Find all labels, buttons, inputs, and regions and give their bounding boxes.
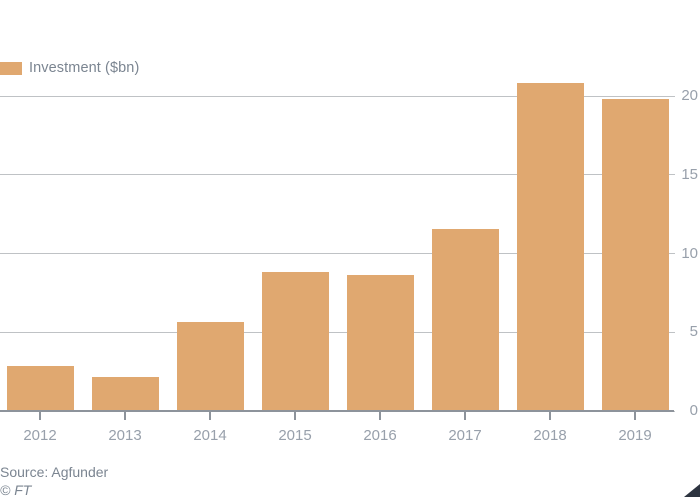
y-tick-20 xyxy=(668,95,675,97)
legend: Investment ($bn) xyxy=(0,59,139,77)
ft-corner-triangle-icon xyxy=(684,484,700,497)
bar-2019 xyxy=(601,98,669,411)
x-tick-label: 2013 xyxy=(108,427,142,444)
gridline-10 xyxy=(0,253,669,254)
x-tick-2019 xyxy=(634,411,636,420)
x-tick-label: 2016 xyxy=(363,427,397,444)
y-tick-label: 10 xyxy=(681,244,698,262)
x-tick-label: 2012 xyxy=(23,427,57,444)
gridline-15 xyxy=(0,174,669,176)
x-tick-label: 2014 xyxy=(193,427,227,444)
x-tick-label: 2015 xyxy=(278,427,312,444)
bar-2013 xyxy=(91,377,159,411)
bar-2012 xyxy=(6,366,74,411)
bar-2015 xyxy=(261,271,329,411)
legend-label: Investment ($bn) xyxy=(29,60,140,76)
bar-2014 xyxy=(176,322,244,411)
ft-copyright: © FT xyxy=(0,482,32,498)
x-tick-label: 2019 xyxy=(618,427,652,444)
x-axis-line xyxy=(0,410,674,412)
legend-swatch-icon xyxy=(0,61,22,75)
x-tick-2014 xyxy=(209,411,211,420)
gridline-20 xyxy=(0,95,669,97)
x-tick-2015 xyxy=(294,411,296,420)
bar-2016 xyxy=(346,275,414,411)
gridline-5 xyxy=(0,331,669,333)
x-tick-2012 xyxy=(39,411,41,420)
y-tick-label: 20 xyxy=(681,87,698,104)
x-tick-label: 2018 xyxy=(533,427,567,444)
y-tick-15 xyxy=(668,174,675,176)
x-tick-label: 2017 xyxy=(448,427,482,444)
bar-2017 xyxy=(431,229,499,411)
source-text: Source: Agfunder xyxy=(0,464,109,480)
x-tick-2017 xyxy=(464,411,466,420)
y-tick-label: 15 xyxy=(681,165,698,183)
x-tick-2018 xyxy=(549,411,551,420)
bar-2018 xyxy=(516,82,584,411)
y-tick-5 xyxy=(668,331,675,333)
y-tick-10 xyxy=(668,253,675,254)
y-tick-label: 0 xyxy=(689,402,698,419)
x-tick-2016 xyxy=(379,411,381,420)
y-tick-label: 5 xyxy=(689,323,698,341)
x-tick-2013 xyxy=(124,411,126,420)
